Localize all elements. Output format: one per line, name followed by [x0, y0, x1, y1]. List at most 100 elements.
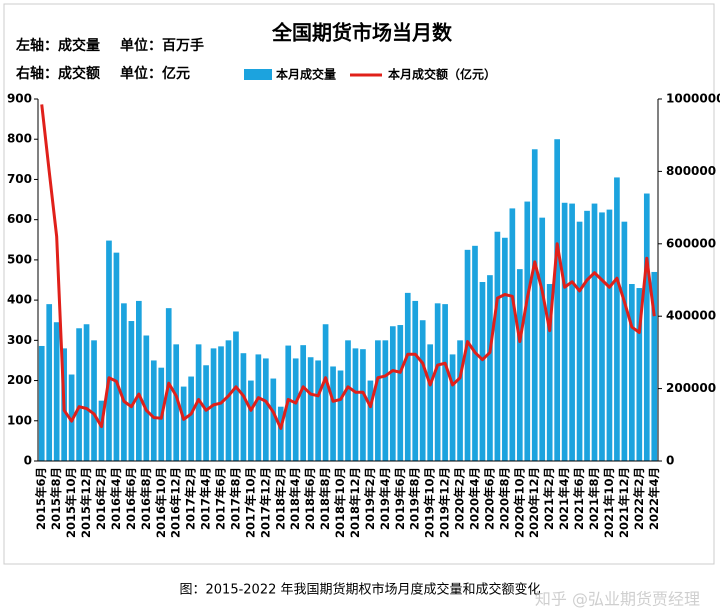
x-tick-label: 2015年12月 [79, 467, 93, 538]
bar [292, 358, 299, 461]
bar [225, 340, 232, 461]
x-tick-label: 2017年4月 [199, 467, 213, 530]
bar [621, 221, 628, 461]
bar [606, 209, 613, 461]
bar [494, 231, 501, 461]
x-tick-label: 2017年12月 [258, 467, 272, 538]
y-tick-label: 0 [24, 454, 32, 468]
x-tick-label: 2016年12月 [169, 467, 183, 538]
x-tick-label: 2015年6月 [34, 467, 48, 530]
bar [352, 348, 359, 461]
bar [322, 324, 329, 461]
bar [367, 380, 374, 461]
line [40, 104, 656, 430]
bar [91, 340, 97, 461]
y-tick-label: 100 [7, 413, 32, 427]
x-tick-label: 2020年4月 [467, 467, 481, 530]
x-tick-label: 2020年10月 [512, 467, 526, 538]
x-tick-label: 2016年4月 [109, 467, 123, 530]
bar [382, 340, 389, 461]
x-tick-label: 2021年2月 [542, 467, 556, 530]
bar [464, 249, 471, 461]
bar [121, 303, 127, 461]
x-tick-label: 2017年2月 [184, 467, 198, 530]
y2-tick-label: 200000 [666, 381, 716, 395]
y-label: 左轴：成交量 [15, 37, 100, 54]
x-tick-label: 2021年12月 [617, 467, 631, 538]
bar [262, 358, 269, 461]
x-tick-label: 2019年2月 [363, 467, 377, 530]
x-tick-label: 2018年8月 [318, 467, 332, 530]
y-tick-label: 800 [7, 132, 32, 146]
legend-label: 本月成交量 [276, 67, 336, 82]
x-tick-label: 2020年12月 [527, 467, 541, 538]
bar [643, 193, 650, 461]
x-tick-label: 2021年6月 [572, 467, 586, 530]
x-tick-label: 2018年4月 [288, 467, 302, 530]
x-tick-label: 2019年12月 [438, 467, 452, 538]
bar [457, 340, 463, 461]
bar [502, 237, 508, 461]
x-tick-label: 2017年8月 [228, 467, 242, 530]
bar [307, 357, 314, 461]
bar [83, 324, 90, 461]
bar [180, 386, 187, 461]
x-tick-label: 2020年2月 [453, 467, 467, 530]
x-tick-label: 2015年8月 [49, 467, 63, 530]
frame [3, 3, 715, 565]
x-tick-label: 2018年6月 [303, 467, 317, 530]
x-tick-label: 2017年6月 [214, 467, 228, 530]
bar [255, 354, 262, 461]
bar [46, 304, 53, 461]
bar [539, 217, 546, 461]
caption: 图：2015-2022 年我国期货期权市场月度成交量和成交额变化 [180, 582, 541, 598]
bar [576, 221, 583, 461]
y-tick-label: 500 [7, 252, 32, 266]
y2-tick-label: 800000 [666, 164, 716, 178]
bar [150, 360, 157, 461]
bar [584, 210, 590, 461]
bar [509, 208, 516, 461]
bar [98, 400, 105, 461]
y-tick-label: 900 [7, 92, 32, 106]
bar [315, 360, 321, 461]
x-tick-label: 2020年8月 [497, 467, 511, 530]
bar [531, 149, 538, 461]
y-tick-label: 300 [7, 333, 32, 347]
y-tick-label: 400 [7, 293, 32, 307]
x-tick-label: 2018年2月 [273, 467, 287, 530]
x-tick-label: 2019年8月 [408, 467, 422, 530]
bar [136, 300, 142, 461]
bar [113, 252, 120, 461]
y2-unit: 单位：亿元 [120, 65, 190, 82]
legend-label: 本月成交额（亿元） [388, 67, 496, 82]
bar [419, 320, 426, 461]
bar [554, 139, 560, 461]
bar [397, 325, 404, 461]
x-tick-label: 2018年12月 [348, 467, 362, 538]
y-unit: 单位：百万手 [120, 37, 204, 54]
x-tick-label: 2016年10月 [154, 467, 168, 538]
bar [636, 288, 643, 461]
bar [651, 271, 658, 461]
bar [629, 284, 635, 461]
chart-title: 全国期货市场当月数 [271, 21, 453, 45]
x-tick-label: 2018年10月 [333, 467, 347, 538]
bar [270, 378, 277, 461]
x-tick-label: 2019年10月 [423, 467, 437, 538]
bar [561, 202, 568, 462]
bar [389, 326, 396, 461]
bar [277, 406, 284, 461]
bar [300, 345, 307, 461]
x-tick-label: 2021年8月 [587, 467, 601, 530]
x-tick-label: 2022年4月 [647, 467, 661, 530]
x-tick-label: 2021年4月 [557, 467, 571, 530]
bar [434, 303, 441, 461]
bar [68, 374, 75, 461]
x-tick-label: 2019年6月 [393, 467, 407, 530]
x-tick-label: 2021年10月 [602, 467, 616, 538]
x-tick-label: 2016年8月 [139, 467, 153, 530]
x-tick-label: 2015年10月 [64, 467, 78, 538]
bar [375, 340, 381, 461]
